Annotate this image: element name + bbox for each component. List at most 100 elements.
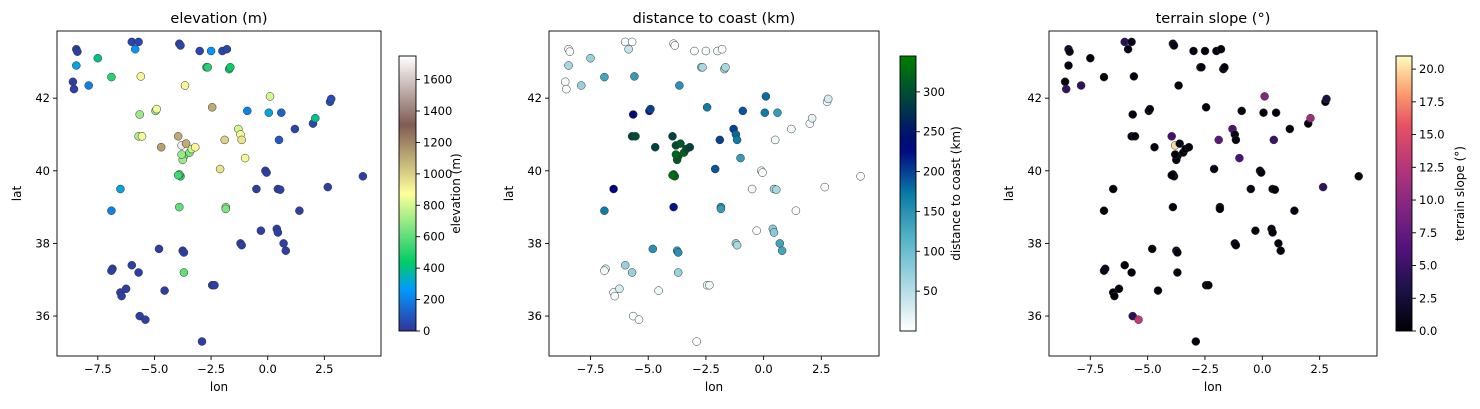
data-point	[277, 108, 286, 117]
data-point	[73, 47, 82, 56]
data-point	[721, 63, 730, 72]
colorbar-tick-label: 7.5	[1419, 226, 1437, 240]
data-point	[758, 168, 767, 177]
data-point	[1251, 226, 1260, 235]
y-axis-label: lat	[10, 186, 24, 202]
data-point	[565, 47, 575, 56]
x-tick-label: −2.5	[197, 362, 225, 376]
data-point	[698, 63, 707, 72]
data-point	[215, 164, 225, 174]
data-point	[777, 246, 787, 255]
data-point	[116, 184, 125, 194]
data-point	[615, 284, 624, 294]
data-point	[673, 248, 683, 257]
data-point	[631, 132, 640, 141]
data-point	[240, 153, 250, 163]
data-point	[1173, 248, 1182, 257]
data-point	[624, 44, 633, 54]
y-tick-label: 40	[527, 164, 542, 178]
y-tick-label: 38	[35, 236, 50, 250]
data-point	[1168, 202, 1178, 212]
x-axis-label: lon	[705, 380, 723, 394]
data-point	[1259, 108, 1268, 117]
x-tick-label: −7.5	[1076, 362, 1104, 376]
colorbar-tick-label: 150	[923, 204, 945, 218]
data-point	[673, 268, 683, 277]
data-point	[1269, 135, 1279, 145]
data-point	[262, 168, 271, 177]
data-point	[1064, 61, 1073, 70]
data-point	[237, 240, 246, 250]
data-point	[1153, 286, 1163, 295]
x-tick-label: 2.5	[812, 362, 830, 376]
data-point	[747, 184, 757, 194]
data-point	[1237, 106, 1246, 116]
x-tick-label: −5.0	[634, 362, 662, 376]
colorbar-tick-label: 15.0	[1419, 128, 1445, 142]
x-tick-label: 0.0	[1253, 362, 1271, 376]
data-point	[600, 72, 609, 82]
data-point	[671, 150, 681, 159]
data-point	[134, 268, 143, 277]
data-point	[243, 106, 252, 116]
data-point	[1108, 184, 1118, 194]
y-tick-label: 38	[527, 236, 542, 250]
data-point	[256, 226, 266, 235]
data-point	[820, 182, 830, 192]
data-point	[274, 135, 284, 145]
y-tick-label: 38	[1027, 236, 1042, 250]
scatter-points	[68, 37, 368, 346]
y-tick-label: 40	[35, 164, 50, 178]
data-point	[180, 81, 190, 90]
data-point	[1235, 153, 1244, 163]
data-point	[610, 291, 620, 301]
data-point	[177, 150, 186, 159]
data-point	[628, 110, 638, 119]
x-tick-label: 2.5	[1311, 362, 1329, 376]
colorbar-label: distance to coast (km)	[949, 126, 963, 261]
data-point	[1065, 47, 1074, 56]
data-point	[107, 206, 116, 215]
subplot-2: −7.5 −5.0 −2.5 0.0 2.5 36 38 40 42 distance to co…	[502, 11, 963, 394]
data-point	[715, 135, 725, 145]
colorbar: 0.0 2.5 5.0 7.5 10.0 12.5 15.0 17.5 20.0 terrain …	[1395, 55, 1467, 338]
scatter-points	[1060, 37, 1363, 346]
data-point	[323, 182, 333, 192]
data-point	[775, 239, 785, 248]
data-point	[1127, 37, 1136, 47]
data-point	[295, 206, 304, 215]
y-tick-label: 36	[1027, 309, 1042, 323]
data-point	[600, 266, 609, 275]
colorbar-tick-label: 17.5	[1419, 95, 1445, 109]
data-point	[1220, 63, 1229, 72]
chart-title: terrain slope (°)	[1156, 11, 1271, 27]
data-point	[1201, 103, 1211, 112]
data-point	[265, 92, 275, 101]
y-tick-label: 40	[1027, 164, 1042, 178]
data-point	[281, 246, 291, 255]
data-point	[1134, 315, 1143, 324]
data-point	[560, 77, 570, 87]
data-point	[1076, 81, 1086, 90]
data-point	[311, 113, 320, 123]
subplot-1: −7.5 −5.0 −2.5 0.0 2.5 36 38 40 42 elevation (m) l…	[10, 11, 463, 394]
data-point	[668, 132, 677, 141]
colorbar-tick-label: 2.5	[1419, 291, 1437, 305]
data-point	[752, 226, 761, 235]
data-point	[221, 204, 231, 214]
data-point	[716, 204, 726, 214]
colorbar-label: elevation (m)	[449, 153, 463, 233]
data-point	[1184, 142, 1194, 152]
data-point	[675, 81, 684, 90]
plot-frame	[1048, 30, 1378, 357]
data-point	[1167, 132, 1176, 141]
data-point	[1127, 268, 1136, 277]
data-point	[1129, 72, 1139, 81]
data-point	[210, 280, 219, 290]
data-point	[264, 108, 274, 117]
data-point	[738, 106, 748, 116]
data-point	[705, 280, 714, 290]
data-point	[195, 46, 204, 56]
data-point	[152, 104, 161, 114]
data-point	[1147, 244, 1157, 254]
